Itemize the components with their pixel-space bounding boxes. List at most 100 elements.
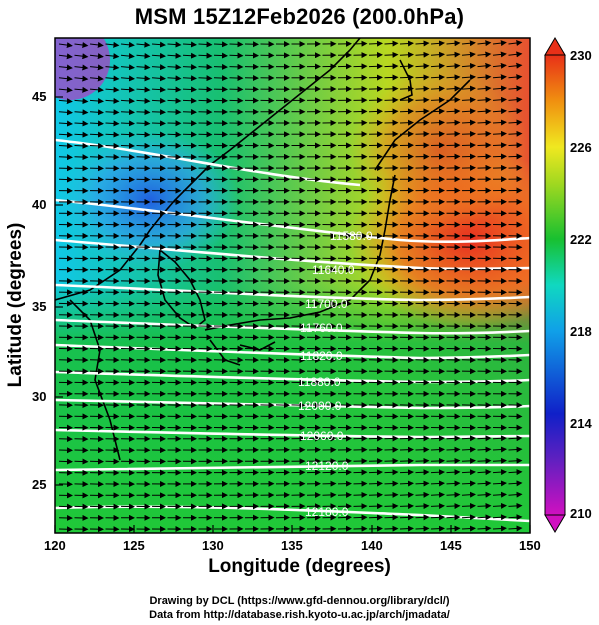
wind-arrow <box>58 86 73 93</box>
wind-arrow <box>58 64 73 71</box>
wind-arrow <box>508 130 523 137</box>
wind-arrow <box>446 446 461 453</box>
wind-arrow <box>508 502 523 509</box>
wind-arrow <box>399 480 414 487</box>
wind-arrow <box>415 85 430 92</box>
wind-arrow <box>74 53 89 60</box>
wind-arrow <box>415 51 430 58</box>
wind-arrow <box>198 97 213 104</box>
wind-arrow <box>136 142 151 149</box>
wind-arrow <box>368 480 383 487</box>
wind-arrow <box>182 41 197 48</box>
wind-arrow <box>477 480 492 487</box>
wind-arrow <box>399 40 414 47</box>
x-tick-label: 140 <box>361 538 383 553</box>
wind-arrow <box>399 491 414 498</box>
wind-arrow <box>477 446 492 453</box>
wind-arrow <box>151 86 166 93</box>
contour-label: 11760.0 <box>300 321 343 335</box>
wind-arrow <box>136 131 151 138</box>
wind-arrow <box>415 514 430 521</box>
contour-label: 12120.0 <box>305 459 349 473</box>
wind-arrow <box>477 51 492 58</box>
wind-arrow <box>151 131 166 138</box>
wind-arrow <box>508 457 523 464</box>
wind-arrow <box>492 480 507 487</box>
wind-arrow <box>384 85 399 92</box>
wind-arrow <box>151 64 166 71</box>
wind-arrow <box>167 109 182 116</box>
wind-arrow <box>58 53 73 60</box>
wind-arrow <box>89 64 104 71</box>
wind-arrow <box>368 491 383 498</box>
colorbar-tick-label: 230 <box>570 48 592 63</box>
x-tick-label: 120 <box>44 538 66 553</box>
wind-arrow <box>508 40 523 46</box>
wind-arrow <box>508 108 523 115</box>
y-tick-label: 45 <box>32 89 47 104</box>
wind-arrow <box>446 130 461 137</box>
wind-arrow <box>461 491 476 498</box>
wind-arrow <box>477 142 492 149</box>
wind-arrow <box>120 131 135 138</box>
wind-arrow <box>508 525 523 532</box>
wind-arrow <box>399 119 414 126</box>
contour-labels: 11580.0 11640.0 11700.0 11760.0 11820.0 … <box>298 229 373 519</box>
wind-arrow <box>446 40 461 47</box>
wind-arrow <box>151 75 166 82</box>
wind-arrow <box>74 131 89 138</box>
x-tick-label: 125 <box>123 538 145 553</box>
wind-arrow <box>461 85 476 92</box>
wind-arrow <box>399 97 414 104</box>
wind-arrow <box>368 51 383 58</box>
wind-arrow <box>415 97 430 104</box>
wind-arrow <box>461 446 476 453</box>
colorbar-tick-label: 210 <box>570 506 592 521</box>
wind-arrow <box>508 96 523 103</box>
wind-arrow <box>446 108 461 115</box>
wind-arrow <box>399 503 414 510</box>
wind-arrow <box>508 446 523 453</box>
y-tick-label: 40 <box>32 197 47 212</box>
wind-arrow <box>89 142 104 149</box>
wind-arrow <box>508 142 523 149</box>
wind-arrow <box>120 142 135 149</box>
wind-arrow <box>353 491 368 498</box>
wind-arrow <box>492 153 507 160</box>
wind-arrow <box>492 514 507 521</box>
wind-arrow <box>120 86 135 93</box>
wind-arrow <box>58 42 73 49</box>
wind-arrow <box>446 96 461 103</box>
wind-arrow <box>74 64 89 71</box>
wind-arrow <box>399 446 414 453</box>
wind-arrow <box>105 75 120 82</box>
wind-arrow <box>446 62 461 69</box>
wind-arrow <box>430 446 445 453</box>
wind-arrow <box>384 525 399 532</box>
wind-arrow <box>213 75 228 82</box>
wind-arrow <box>384 97 399 104</box>
wind-arrow <box>399 74 414 81</box>
wind-arrow <box>430 85 445 92</box>
wind-arrow <box>74 98 89 105</box>
wind-arrow <box>105 97 120 104</box>
wind-arrow <box>136 120 151 127</box>
wind-arrow <box>446 514 461 521</box>
wind-arrow <box>430 491 445 498</box>
wind-arrow <box>430 525 445 532</box>
wind-arrow <box>415 491 430 498</box>
wind-arrow <box>136 41 151 48</box>
wind-arrow <box>151 120 166 127</box>
wind-arrow <box>198 52 213 59</box>
contour-label: 11640.0 <box>312 263 355 277</box>
wind-arrow <box>136 64 151 71</box>
wind-arrow <box>167 97 182 104</box>
wind-arrow <box>74 120 89 127</box>
wind-arrow <box>399 63 414 70</box>
wind-arrow <box>508 62 523 69</box>
wind-arrow <box>415 457 430 464</box>
wind-arrow <box>508 514 523 521</box>
wind-arrow <box>399 525 414 532</box>
wind-arrow <box>446 457 461 464</box>
wind-arrow <box>492 469 507 476</box>
